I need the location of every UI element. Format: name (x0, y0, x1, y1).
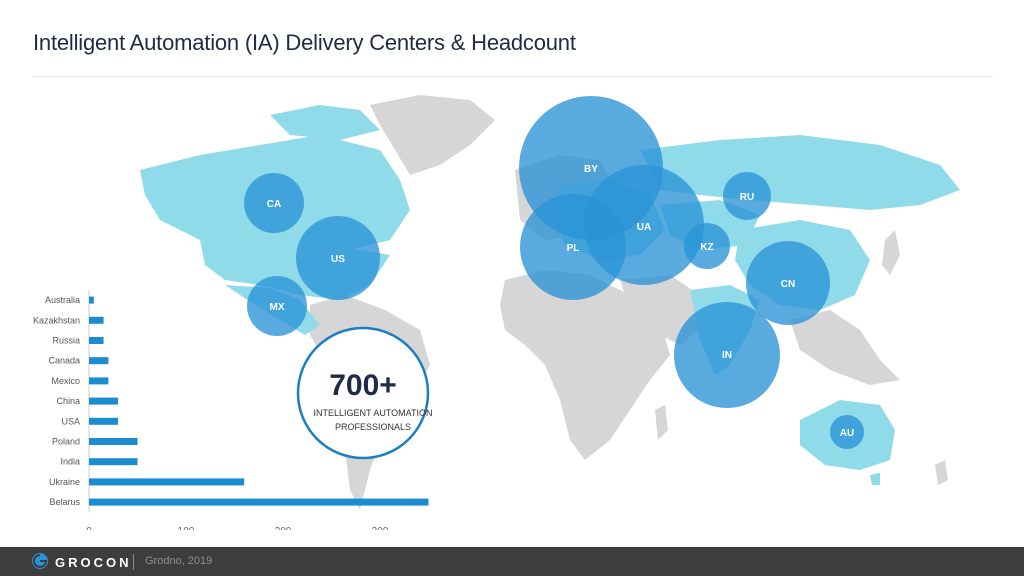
madagascar (655, 405, 668, 440)
bar-ukraine (89, 478, 245, 486)
headcount-callout: 700+ INTELLIGENT AUTOMATION PROFESSIONAL… (296, 326, 433, 460)
callout-ring (296, 326, 430, 460)
japan (882, 230, 900, 275)
bar-india (89, 458, 138, 466)
bubble-label-ca: CA (267, 199, 281, 210)
bar-belarus (89, 498, 429, 506)
bar-label-poland: Poland (52, 437, 80, 447)
bubble-label-ua: UA (637, 222, 651, 233)
bubble-label-au: AU (840, 428, 854, 439)
callout-line-1: INTELLIGENT AUTOMATION (313, 408, 432, 418)
x-tick-100: 100 (178, 526, 195, 530)
sea-asia (790, 310, 900, 385)
grocon-logo-icon (32, 553, 48, 569)
bar-label-russia: Russia (52, 336, 80, 346)
world-map: BY UA PL IN US CN CA MX RU KZ AU 700+ IN… (140, 95, 960, 510)
bubble-label-in: IN (722, 350, 732, 361)
greenland (370, 95, 495, 175)
callout-number: 700+ (329, 369, 397, 402)
bar-china (89, 397, 119, 405)
bar-label-canada: Canada (48, 356, 80, 366)
bar-australia (89, 296, 94, 304)
africa (500, 270, 670, 460)
bubble-cn (746, 241, 830, 325)
bubble-ca (244, 173, 304, 233)
bubble-label-cn: CN (781, 279, 795, 290)
bubble-label-kz: KZ (700, 242, 713, 253)
bubble-label-ru: RU (740, 192, 754, 203)
x-tick-300: 300 (372, 526, 389, 530)
bubble-pl (520, 194, 626, 300)
bubble-us (296, 216, 380, 300)
bar-label-india: India (60, 457, 80, 467)
bubble-au (830, 415, 864, 449)
new-zealand (935, 460, 948, 485)
bar-label-usa: USA (61, 416, 80, 426)
canada-islands (270, 105, 380, 140)
bubble-kz (684, 223, 730, 269)
bubble-in (674, 302, 780, 408)
title-divider (33, 76, 993, 77)
bubble-mx (247, 276, 307, 336)
bubble-label-pl: PL (567, 243, 580, 254)
x-tick-200: 200 (275, 526, 292, 530)
bubble-label-us: US (331, 254, 345, 265)
footer-bar: GROCON Grodno, 2019 (0, 547, 1024, 576)
callout-line-2: PROFESSIONALS (335, 422, 411, 432)
bar-russia (89, 337, 104, 344)
bubble-label-by: BY (584, 164, 598, 175)
headcount-bubbles: BY UA PL IN US CN CA MX RU KZ AU (244, 96, 864, 449)
footer-location-date: Grodno, 2019 (145, 555, 213, 567)
russia-shape (640, 135, 960, 210)
bar-label-kazakhstan: Kazakhstan (33, 315, 80, 325)
bar-usa (89, 417, 119, 425)
brand-name: GROCON (55, 555, 132, 570)
tasmania (870, 473, 880, 485)
bar-canada (89, 357, 109, 365)
bar-mexico (89, 377, 109, 385)
headcount-bar-chart: Australia Kazakhstan Russia Canada Mexico Chi… (33, 290, 429, 530)
bar-label-mexico: Mexico (51, 376, 80, 386)
x-tick-0: 0 (86, 526, 92, 530)
bar-label-belarus: Belarus (49, 497, 80, 507)
bubble-ru (723, 172, 771, 220)
bar-kazakhstan (89, 316, 104, 324)
bar-label-ukraine: Ukraine (49, 477, 80, 487)
bubble-label-mx: MX (270, 302, 285, 313)
bar-poland (89, 438, 138, 445)
bar-label-china: China (56, 396, 80, 406)
bar-label-australia: Australia (45, 295, 80, 305)
footer-separator (133, 554, 134, 570)
page-title: Intelligent Automation (IA) Delivery Cen… (33, 30, 576, 55)
